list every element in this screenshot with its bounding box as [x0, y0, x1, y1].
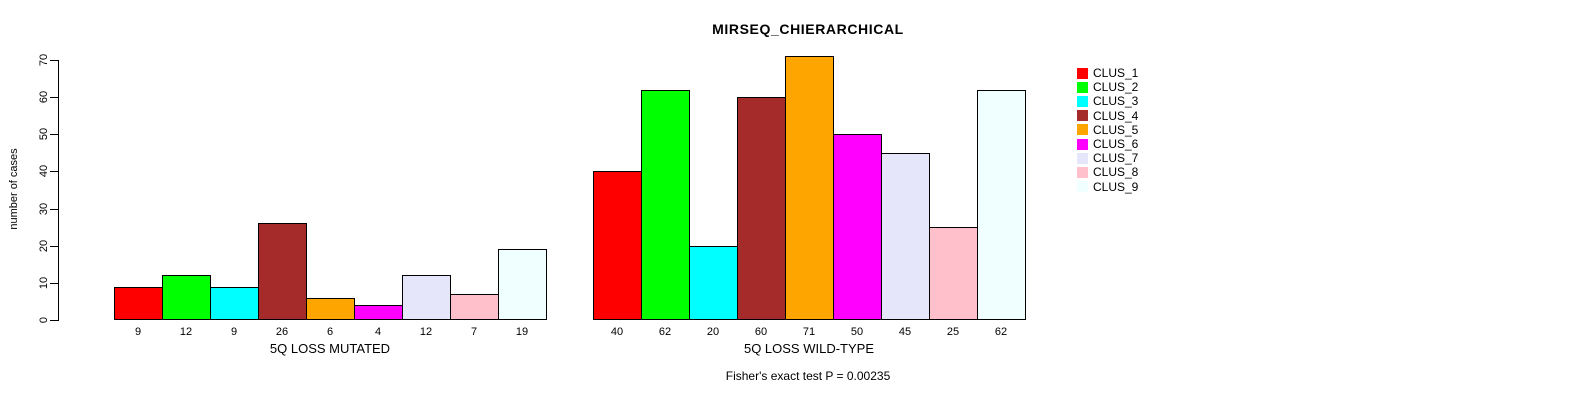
bar-value-label: 50	[850, 326, 864, 338]
bar-value-label: 62	[658, 326, 672, 338]
y-axis-tick-label: 30	[38, 202, 50, 216]
y-axis-tick-label: 10	[38, 276, 50, 290]
bar-CLUS_9	[498, 249, 547, 320]
y-axis-tick-label: 20	[38, 239, 50, 253]
bar-CLUS_4	[737, 97, 786, 320]
bar-value-label: 12	[179, 326, 193, 338]
legend-item-CLUS_6: CLUS_6	[1077, 137, 1138, 151]
legend-item-CLUS_8: CLUS_8	[1077, 165, 1138, 179]
bar-CLUS_5	[785, 56, 834, 320]
y-axis-tick	[50, 283, 58, 284]
bar-CLUS_9	[977, 90, 1026, 320]
legend-item-label: CLUS_4	[1093, 108, 1139, 123]
bar-CLUS_6	[354, 305, 403, 320]
legend-item-label: CLUS_9	[1093, 179, 1139, 194]
bar-value-label: 62	[994, 326, 1008, 338]
bar-CLUS_2	[162, 275, 211, 320]
bar-value-label: 19	[515, 326, 529, 338]
chart-title: MIRSEQ_CHIERARCHICAL	[712, 21, 904, 37]
y-axis-tick	[50, 60, 58, 61]
bar-value-label: 4	[374, 326, 382, 338]
y-axis-tick-label: 50	[38, 127, 50, 141]
bar-CLUS_8	[450, 294, 499, 320]
y-axis-tick-label: 40	[38, 164, 50, 178]
legend-swatch-icon	[1077, 95, 1088, 107]
legend-swatch-icon	[1077, 110, 1088, 122]
legend-swatch-icon	[1077, 138, 1088, 150]
bar-CLUS_3	[689, 246, 738, 320]
bar-value-label: 12	[419, 326, 433, 338]
y-axis-tick	[50, 320, 58, 321]
y-axis-tick	[50, 246, 58, 247]
x-axis-group-label: 5Q LOSS MUTATED	[269, 341, 391, 356]
legend-item-label: CLUS_2	[1093, 80, 1139, 95]
bar-value-label: 6	[326, 326, 334, 338]
legend-swatch-icon	[1077, 81, 1088, 93]
legend-item-CLUS_1: CLUS_1	[1077, 66, 1138, 80]
bar-value-label: 71	[802, 326, 816, 338]
bar-CLUS_8	[929, 227, 978, 320]
y-axis-tick	[50, 171, 58, 172]
y-axis-label: number of cases	[8, 148, 20, 230]
legend-swatch-icon	[1077, 67, 1088, 79]
legend-item-CLUS_4: CLUS_4	[1077, 109, 1138, 123]
legend-item-CLUS_9: CLUS_9	[1077, 180, 1138, 194]
legend-item-CLUS_7: CLUS_7	[1077, 151, 1138, 165]
legend-item-label: CLUS_5	[1093, 122, 1139, 137]
y-axis-tick	[50, 209, 58, 210]
legend-swatch-icon	[1077, 124, 1088, 136]
legend: CLUS_1 CLUS_2 CLUS_3 CLUS_4 CLUS_5 CLUS_6 CLUS…	[1077, 66, 1138, 194]
bar-value-label: 9	[134, 326, 142, 338]
bar-CLUS_3	[210, 287, 259, 320]
legend-swatch-icon	[1077, 181, 1088, 193]
y-axis-tick	[50, 134, 58, 135]
bar-value-label: 40	[610, 326, 624, 338]
bar-value-label: 25	[946, 326, 960, 338]
bar-value-label: 9	[230, 326, 238, 338]
legend-item-label: CLUS_7	[1093, 151, 1139, 166]
bar-value-label: 26	[275, 326, 289, 338]
bar-value-label: 60	[754, 326, 768, 338]
x-axis-group-label: 5Q LOSS WILD-TYPE	[743, 341, 875, 356]
bar-CLUS_7	[881, 153, 930, 320]
y-axis-tick-label: 70	[38, 53, 50, 67]
legend-item-CLUS_3: CLUS_3	[1077, 94, 1138, 108]
legend-item-CLUS_2: CLUS_2	[1077, 80, 1138, 94]
y-axis-tick-label: 0	[38, 316, 50, 324]
bar-value-label: 7	[470, 326, 478, 338]
legend-item-label: CLUS_8	[1093, 165, 1139, 180]
legend-swatch-icon	[1077, 152, 1088, 164]
bar-CLUS_5	[306, 298, 355, 320]
bar-value-label: 20	[706, 326, 720, 338]
bar-CLUS_2	[641, 90, 690, 320]
legend-item-CLUS_5: CLUS_5	[1077, 123, 1138, 137]
y-axis-tick-label: 60	[38, 90, 50, 104]
bar-CLUS_6	[833, 134, 882, 320]
bar-value-label: 45	[898, 326, 912, 338]
legend-item-label: CLUS_3	[1093, 94, 1139, 109]
bar-CLUS_1	[114, 287, 163, 320]
bar-CLUS_4	[258, 223, 307, 320]
y-axis-line	[58, 60, 59, 321]
bar-CLUS_7	[402, 275, 451, 320]
legend-item-label: CLUS_6	[1093, 137, 1139, 152]
bar-CLUS_1	[593, 171, 642, 320]
legend-item-label: CLUS_1	[1093, 66, 1139, 81]
legend-swatch-icon	[1077, 166, 1088, 178]
y-axis-tick	[50, 97, 58, 98]
footnote: Fisher's exact test P = 0.00235	[725, 369, 891, 383]
